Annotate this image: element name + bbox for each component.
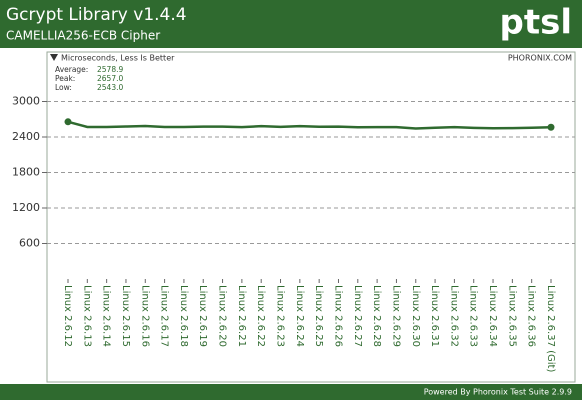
x-tick-label: Linux 2.6.14 xyxy=(101,285,112,347)
x-tick-label: Linux 2.6.30 xyxy=(410,285,421,347)
site-label: PHORONIX.COM xyxy=(508,54,572,63)
chart-title: Gcrypt Library v1.4.4 xyxy=(6,5,187,25)
x-tick-label: Linux 2.6.22 xyxy=(255,285,266,347)
summary-label: Low: xyxy=(55,83,72,92)
summary-value: 2578.9 xyxy=(97,65,123,74)
x-tick-label: Linux 2.6.18 xyxy=(178,285,189,347)
footer: Powered By Phoronix Test Suite 2.9.9 xyxy=(424,388,572,397)
x-tick-label: Linux 2.6.26 xyxy=(332,285,343,347)
x-tick-label: Linux 2.6.37 (Git) xyxy=(545,285,556,372)
y-tick-label: 2400 xyxy=(12,130,40,143)
x-tick-label: Linux 2.6.23 xyxy=(275,285,286,347)
plot-frame xyxy=(46,51,576,383)
y-tick-label: 1200 xyxy=(12,201,40,214)
x-tick-label: Linux 2.6.13 xyxy=(81,285,92,347)
footer-band xyxy=(0,384,582,400)
summary-label: Average: xyxy=(55,65,88,74)
chart-subtitle: CAMELLIA256-ECB Cipher xyxy=(6,29,160,43)
x-tick-label: Linux 2.6.19 xyxy=(197,285,208,347)
data-point xyxy=(547,123,555,131)
x-tick-label: Linux 2.6.21 xyxy=(236,285,247,347)
y-tick-label: 1800 xyxy=(12,166,40,179)
x-tick-label: Linux 2.6.20 xyxy=(217,285,228,347)
x-tick-label: Linux 2.6.27 xyxy=(352,285,363,347)
header-band xyxy=(0,0,582,48)
x-tick-label: Linux 2.6.31 xyxy=(429,285,440,347)
arrow-icon xyxy=(50,54,58,61)
summary-value: 2543.0 xyxy=(97,83,123,92)
x-tick-label: Linux 2.6.12 xyxy=(62,285,73,347)
x-tick-label: Linux 2.6.36 xyxy=(526,285,537,347)
x-tick-label: Linux 2.6.35 xyxy=(506,285,517,347)
x-tick-label: Linux 2.6.24 xyxy=(294,285,305,347)
x-tick-label: Linux 2.6.29 xyxy=(390,285,401,347)
summary-value: 2657.0 xyxy=(97,74,123,83)
y-axis-label: Microseconds, Less Is Better xyxy=(61,54,175,63)
summary-label: Peak: xyxy=(55,74,75,83)
y-tick-label: 600 xyxy=(19,237,40,250)
x-tick-label: Linux 2.6.34 xyxy=(487,285,498,347)
x-tick-label: Linux 2.6.33 xyxy=(468,285,479,347)
x-tick-label: Linux 2.6.28 xyxy=(371,285,382,347)
logo: ptsl xyxy=(500,3,572,43)
x-tick-label: Linux 2.6.17 xyxy=(159,285,170,347)
x-tick-label: Linux 2.6.15 xyxy=(120,285,131,347)
x-tick-label: Linux 2.6.16 xyxy=(139,285,150,347)
x-tick-label: Linux 2.6.25 xyxy=(313,285,324,347)
x-tick-label: Linux 2.6.32 xyxy=(448,285,459,347)
y-tick-label: 3000 xyxy=(12,95,40,108)
data-line xyxy=(67,120,552,130)
data-point xyxy=(64,118,72,126)
